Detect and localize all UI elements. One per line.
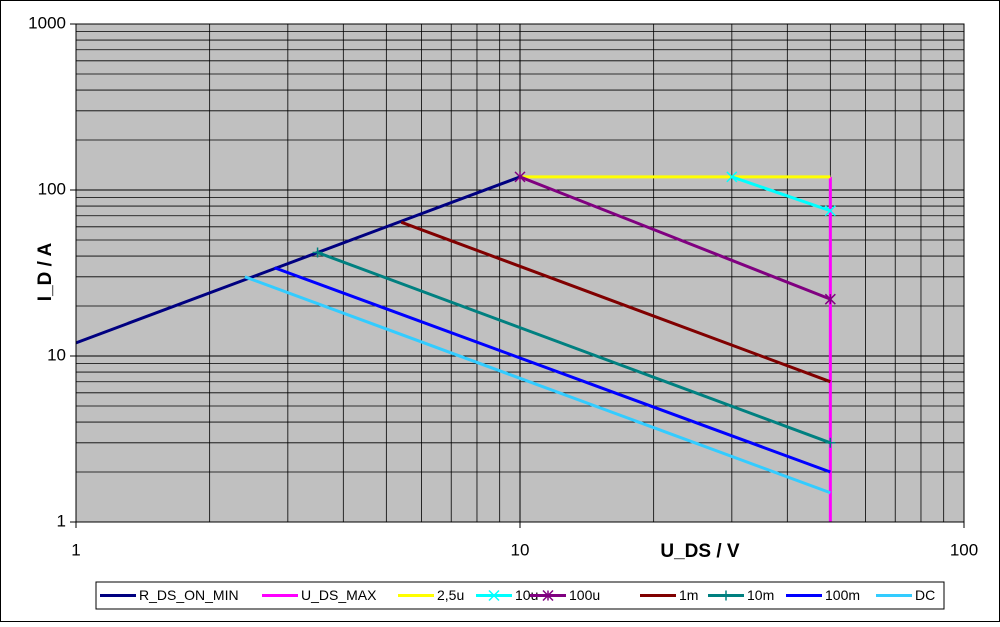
legend-label: 1m [679,587,698,603]
x-tick-label: 100 [950,540,978,559]
legend-label: 2,5u [437,587,464,603]
series-line [519,175,831,301]
x-tick-label: 10 [511,540,530,559]
legend-label: 100u [569,587,600,603]
legend-label: 10m [747,587,774,603]
marker [542,589,554,602]
legend-label: DC [915,587,935,603]
marker [721,590,731,601]
series-line [75,175,521,345]
series-line [317,251,831,445]
legend-label: R_DS_ON_MIN [139,587,239,603]
x-axis-label: U_DS / V [660,541,740,562]
y-tick-label: 1 [57,511,66,530]
marker [824,293,836,305]
marker [312,247,323,258]
series-line [274,266,831,474]
marker [825,437,836,448]
series-line [244,275,831,495]
series-line [400,220,831,384]
y-axis-label: I_D / A [35,243,56,302]
legend-label: 10u [515,587,538,603]
series-line [731,175,831,213]
y-tick-label: 100 [38,179,66,198]
marker [488,589,500,602]
legend-label: 100m [825,587,860,603]
x-tick-label: 1 [71,540,80,559]
marker [514,171,526,183]
legend-label: U_DS_MAX [301,587,377,603]
marker [726,171,738,183]
y-tick-label: 1000 [28,13,66,32]
y-tick-label: 10 [47,345,66,364]
marker [824,205,836,217]
